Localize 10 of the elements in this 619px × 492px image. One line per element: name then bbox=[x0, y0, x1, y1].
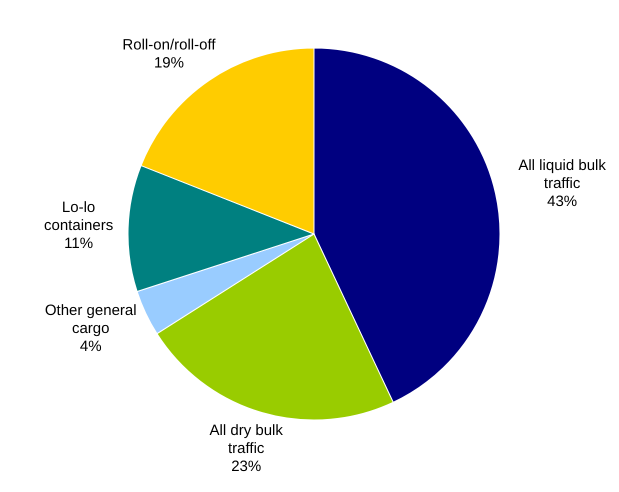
data-label: 43% bbox=[547, 192, 578, 210]
slice-label: Lo-lo containers bbox=[44, 198, 114, 234]
data-label: 23% bbox=[231, 458, 262, 476]
slice-label: All dry bulk traffic bbox=[210, 422, 284, 458]
data-label: 4% bbox=[80, 338, 102, 355]
slice-label: All liquid bulk traffic bbox=[518, 156, 606, 192]
slice-label: Other general cargo bbox=[44, 302, 137, 337]
data-label: 11% bbox=[64, 234, 94, 252]
data-label: 19% bbox=[154, 54, 184, 72]
slice-label: Roll-on/roll-off bbox=[122, 36, 216, 54]
